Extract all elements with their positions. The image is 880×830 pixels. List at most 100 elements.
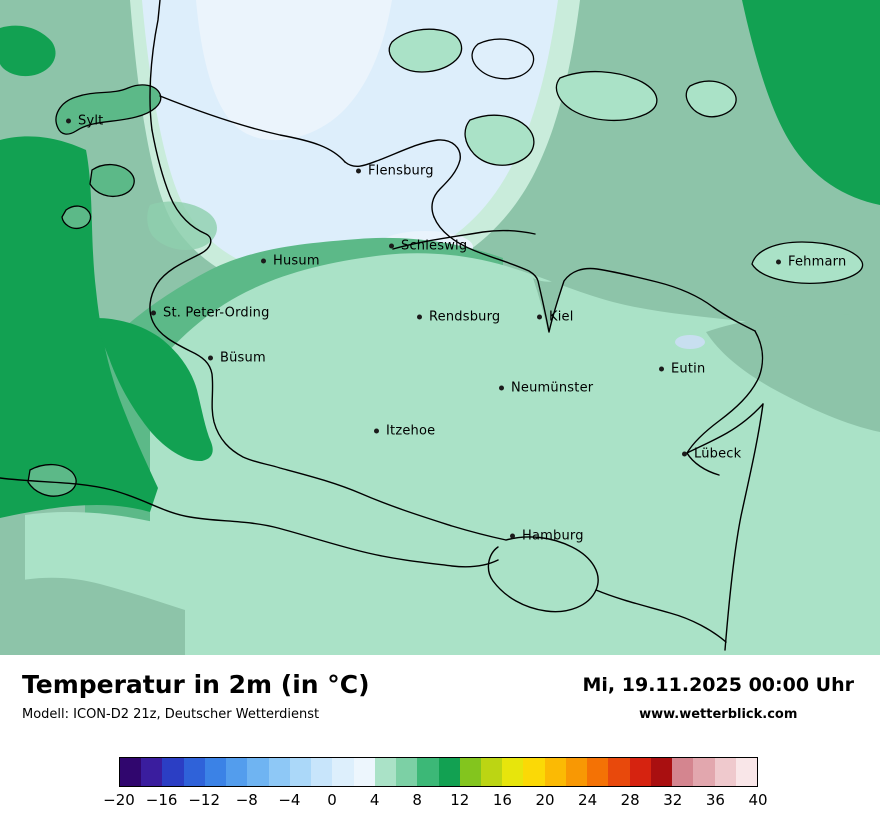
legend-color-segment [629, 758, 651, 786]
legend-colorbar [119, 757, 758, 787]
legend-color-segment [247, 758, 269, 786]
city-marker: Itzehoe [374, 424, 435, 439]
city-dot [537, 314, 542, 320]
city-dot [356, 168, 361, 174]
legend-color-segment [672, 758, 694, 786]
city-dot [151, 310, 156, 316]
legend-color-segment [204, 758, 227, 786]
legend-color-segment [565, 758, 588, 786]
city-label: Husum [273, 253, 320, 269]
city-dot [776, 259, 781, 265]
legend-tick-label: 28 [620, 791, 640, 809]
legend-tick-label: 40 [748, 791, 768, 809]
legend-color-segment [417, 758, 439, 786]
weather-map: Sylt Flensburg Schleswig Husum Fehmarn St. Pe… [0, 0, 880, 655]
info-bar: Temperatur in 2m (in °C) Modell: ICON-D2… [0, 655, 880, 745]
city-dot [389, 243, 394, 249]
legend-tick-label: 20 [535, 791, 555, 809]
city-label: Flensburg [368, 163, 434, 179]
city-label: Rendsburg [429, 309, 501, 325]
legend-color-segment [289, 758, 312, 786]
city-marker: Sylt [66, 114, 103, 129]
legend-color-segment [396, 758, 418, 786]
legend-color-segment [226, 758, 248, 786]
info-left: Temperatur in 2m (in °C) Modell: ICON-D2… [22, 671, 370, 722]
legend-color-segment [523, 758, 545, 786]
legend-color-segment [587, 758, 609, 786]
legend-tick-label: 36 [705, 791, 725, 809]
legend-color-segment [459, 758, 481, 786]
coastline-borders [0, 0, 764, 651]
legend-labels: −20 −16 −12 −8 −4 0 4 8 12 16 20 24 28 32 36 40 [103, 791, 767, 813]
city-marker: Flensburg [356, 164, 434, 179]
city-dot [510, 533, 515, 539]
city-marker: Schleswig [389, 239, 467, 254]
legend-tick-label: −16 [145, 791, 178, 809]
legend-color-segment [141, 758, 163, 786]
city-dot [682, 451, 687, 457]
city-label: Itzehoe [386, 423, 436, 439]
city-label: Kiel [549, 309, 574, 325]
legend-color-segment [480, 758, 503, 786]
city-marker: Lübeck [682, 447, 741, 462]
legend-tick-label: 24 [578, 791, 598, 809]
info-right: Mi, 19.11.2025 00:00 Uhr www.wetterblick… [583, 671, 854, 722]
model-info: Modell: ICON-D2 21z, Deutscher Wetterdie… [22, 706, 320, 722]
city-marker: Büsum [208, 351, 266, 366]
legend-color-segment [502, 758, 524, 786]
legend-tick-label: −20 [103, 791, 135, 809]
cold-air-region [130, 0, 580, 296]
legend-color-segment [374, 758, 397, 786]
islands [27, 28, 864, 497]
city-marker: Eutin [659, 362, 705, 377]
forecast-datetime: Mi, 19.11.2025 00:00 Uhr [582, 674, 854, 696]
legend-tick-label: 12 [450, 791, 470, 809]
legend-color-segment [693, 758, 715, 786]
north-sea-region [0, 0, 880, 518]
legend-tick-label: −4 [278, 791, 301, 809]
city-label: Büsum [220, 350, 266, 366]
city-marker: St. Peter-Ording [151, 306, 270, 321]
legend-color-segment [650, 758, 673, 786]
legend-tick-label: 16 [492, 791, 512, 809]
legend-color-segment [268, 758, 290, 786]
legend-color-segment [544, 758, 566, 786]
map-graphic [0, 0, 880, 655]
city-marker: Neumünster [499, 381, 593, 396]
city-dot [659, 366, 664, 372]
city-marker: Rendsburg [417, 310, 500, 325]
legend-tick-label: 4 [369, 791, 380, 809]
city-label: Eutin [671, 361, 706, 377]
city-marker: Kiel [537, 310, 574, 325]
city-label: Fehmarn [788, 254, 847, 270]
city-layer: Sylt Flensburg Schleswig Husum Fehmarn St. Pe… [66, 114, 846, 544]
city-dot [417, 314, 422, 320]
city-dot [499, 385, 504, 391]
legend-color-segment [608, 758, 630, 786]
legend-color-segment [311, 758, 333, 786]
map-title: Temperatur in 2m (in °C) [22, 670, 370, 699]
legend-color-segment [353, 758, 375, 786]
city-dot [208, 355, 213, 361]
city-marker: Fehmarn [776, 255, 846, 270]
city-label: Schleswig [401, 238, 468, 254]
legend-color-segment [438, 758, 460, 786]
temperature-legend: −20 −16 −12 −8 −4 0 4 8 12 16 20 24 28 32 36 40 [0, 745, 880, 830]
city-marker: Hamburg [510, 529, 584, 544]
legend-tick-label: 32 [663, 791, 683, 809]
city-label: Hamburg [522, 528, 584, 544]
legend-tick-label: −8 [235, 791, 258, 809]
city-dot [261, 258, 266, 264]
legend-color-segment [120, 758, 142, 786]
legend-color-segment [735, 758, 758, 786]
website-text: www.wetterblick.com [639, 707, 798, 722]
city-label: Lübeck [694, 446, 742, 462]
legend-tick-label: −12 [188, 791, 221, 809]
legend-color-segment [714, 758, 736, 786]
legend-color-segment [332, 758, 354, 786]
city-dot [66, 118, 71, 124]
city-label: Sylt [78, 113, 104, 129]
lake-ploen [675, 335, 705, 349]
legend-tick-label: 0 [327, 791, 337, 809]
